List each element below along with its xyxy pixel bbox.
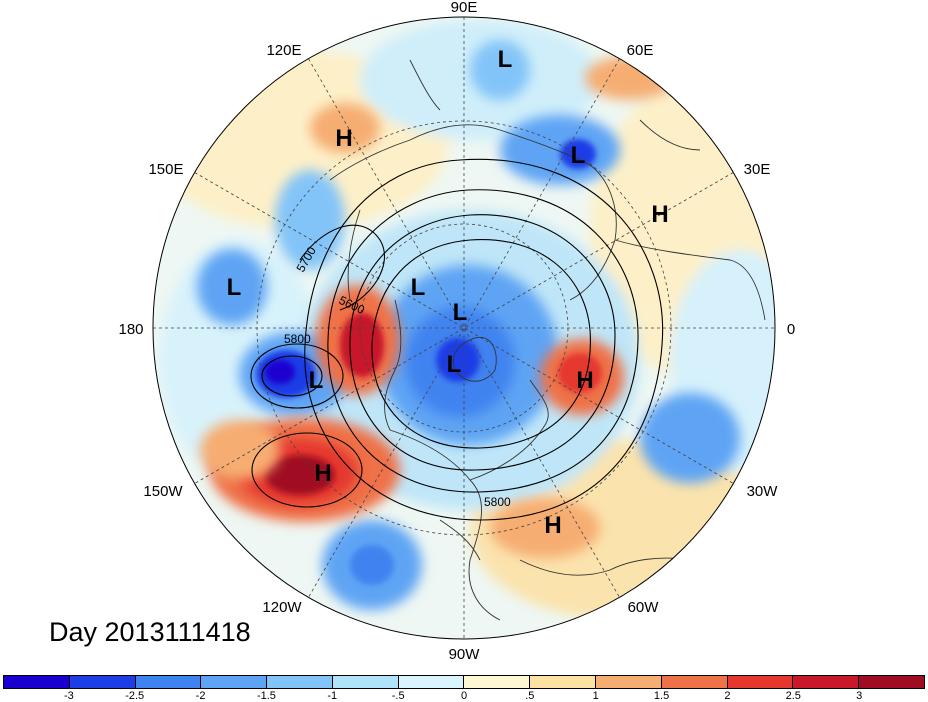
low-center-label: L (571, 142, 586, 169)
positive-anomalies (200, 56, 675, 558)
colorbar-tick-label: -3 (63, 690, 74, 702)
lon-label-60w: 60W (628, 599, 660, 616)
anomaly-field (153, 17, 775, 639)
pressure-centers: L L H H L L L L L H H H (227, 46, 669, 539)
lon-label-30e: 30E (744, 161, 771, 178)
lon-label-150w: 150W (143, 483, 183, 500)
lon-label-30w: 30W (747, 483, 779, 500)
lon-label-90w: 90W (449, 646, 481, 663)
negative-anomalies (197, 40, 740, 610)
colorbar-tick-label: 0 (460, 690, 468, 702)
colorbar-segment (595, 676, 661, 688)
colorbar-tick-label: 2.5 (785, 690, 801, 702)
colorbar-tick-label: 1 (592, 690, 599, 702)
high-center-label: H (576, 367, 593, 394)
colorbar-segment (726, 676, 793, 688)
colorbar-tick-label: 1.5 (653, 690, 670, 702)
low-center-label: L (498, 46, 513, 73)
high-center-label: H (335, 125, 352, 152)
colorbar-segment (792, 676, 859, 688)
lon-label-90e: 90E (451, 0, 478, 16)
colorbar-segment (4, 676, 69, 688)
longitude-labels: 90E 60E 30E 0 30W 60W 90W 120W 150W 180 … (118, 0, 795, 663)
colorbar-segment (660, 676, 727, 688)
colorbar-tick-label: 3 (856, 690, 863, 702)
colorbar-tick-label: -.5 (391, 690, 405, 702)
high-center-label: H (544, 512, 561, 539)
colorbar (3, 675, 925, 689)
low-center-label: L (309, 367, 324, 394)
low-center-label: L (227, 274, 242, 301)
colorbar-tick-label: .5 (525, 690, 535, 702)
lon-label-150e: 150E (148, 161, 183, 178)
colorbar-segment (134, 676, 201, 688)
colorbar-segment (68, 676, 135, 688)
high-center-label: H (651, 201, 668, 228)
contour-label-5800-pacific: 5800 (284, 332, 311, 346)
colorbar-tick-label: -2.5 (125, 690, 145, 702)
colorbar-segment (858, 676, 924, 688)
colorbar-tick-label: -2 (195, 690, 206, 702)
high-center-label: H (314, 460, 331, 487)
colorbar-segment (529, 676, 596, 688)
colorbar-tick-labels: -3 -2.5 -2 -1.5 -1 -.5 0 .5 1 1.5 2 2.5 3 (3, 690, 925, 702)
colorbar-tick-label: -1.5 (256, 690, 276, 702)
colorbar-tick-label: -1 (327, 690, 338, 702)
height-contours (250, 158, 664, 521)
lat-lon-grid (153, 17, 775, 639)
lon-label-120w: 120W (262, 599, 302, 616)
coastlines (329, 59, 766, 621)
lon-label-0: 0 (787, 321, 795, 338)
lon-label-180: 180 (118, 321, 143, 338)
colorbar-segment (463, 676, 530, 688)
low-center-label: L (453, 299, 468, 326)
lon-label-120e: 120E (266, 42, 301, 59)
colorbar-segment (331, 676, 398, 688)
timestamp-label: Day 2013111418 (49, 617, 251, 647)
low-center-label: L (447, 351, 462, 378)
colorbar-tick-label: 2 (724, 690, 731, 702)
colorbar-segment (397, 676, 464, 688)
colorbar-segment (266, 676, 332, 688)
low-center-label: L (411, 274, 426, 301)
lon-label-60e: 60E (627, 42, 654, 59)
map-boundary (152, 16, 776, 640)
colorbar-segment (200, 676, 267, 688)
contour-label-5800-atlantic: 5800 (484, 495, 511, 509)
